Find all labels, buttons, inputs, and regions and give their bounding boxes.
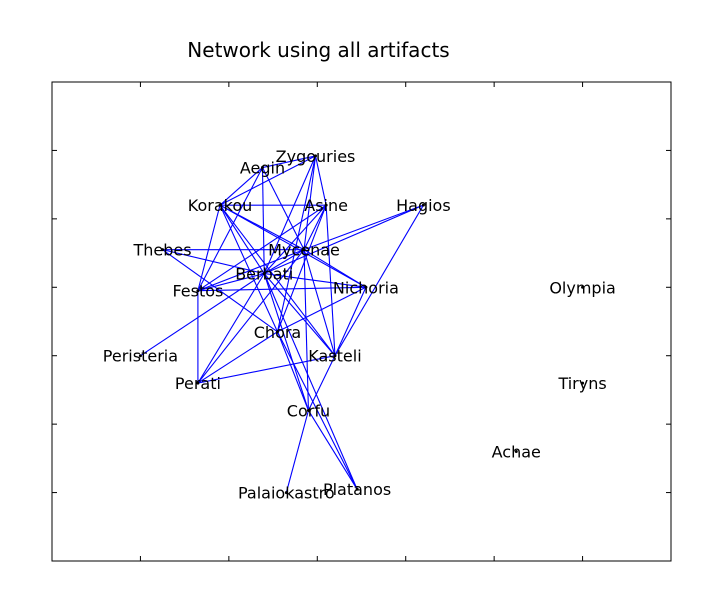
edge-chora-platanos: [277, 331, 358, 490]
edge-berbati-festos: [197, 273, 265, 292]
edge-festos-nichoria: [197, 286, 366, 292]
edge-mycenae-festos: [197, 249, 305, 292]
node-label-zygouries: Zygouries: [276, 147, 356, 166]
node-label-thebes: Thebes: [132, 241, 191, 260]
node-peristeria: [138, 354, 142, 358]
edge-zygouries-chora: [276, 155, 317, 332]
node-label-mycenae: Mycenae: [268, 241, 340, 260]
node-label-asine: Asine: [304, 196, 348, 215]
node-label-korakou: Korakou: [188, 196, 253, 215]
edge-korakou-kasteli: [219, 204, 336, 357]
edge-hagios-mycenae: [303, 204, 424, 251]
edge-berbati-corfu: [263, 273, 309, 411]
edge-asine-festos: [197, 204, 327, 292]
node-perati: [196, 381, 200, 385]
node-zygouries: [314, 154, 318, 158]
chart-title: Network using all artifacts: [187, 38, 450, 62]
node-thebes: [161, 248, 165, 252]
edge-berbati-peristeria: [140, 273, 265, 357]
node-mycenae: [302, 248, 306, 252]
node-label-achae: Achae: [492, 443, 541, 462]
node-achae: [514, 450, 518, 454]
edge-kasteli-perati: [197, 355, 336, 384]
node-label-kasteli: Kasteli: [308, 347, 361, 366]
edge-berbati-kasteli: [263, 273, 336, 357]
edge-korakou-chora: [219, 204, 278, 332]
edge-berbati-perati: [197, 273, 265, 384]
edge-mycenae-corfu: [303, 249, 309, 411]
node-label-hagios: Hagios: [396, 196, 451, 215]
node-palaiokastro: [284, 491, 288, 495]
node-berbati: [262, 272, 266, 276]
edge-berbati-nichoria: [264, 273, 366, 288]
edge-zygouries-berbati: [263, 155, 317, 274]
node-aegin: [260, 166, 264, 170]
edge-aegin-festos: [197, 167, 263, 291]
node-label-perati: Perati: [175, 374, 221, 393]
edge-kasteli-corfu: [307, 355, 336, 411]
node-tiryns: [581, 381, 585, 385]
node-nichoria: [364, 285, 368, 289]
edge-berbati-platanos: [263, 273, 358, 490]
edge-corfu-platanos: [307, 410, 358, 490]
node-corfu: [306, 408, 310, 412]
edge-layer: [140, 155, 424, 493]
edge-corfu-palaiokastro: [285, 410, 309, 493]
node-label-olympia: Olympia: [549, 278, 616, 297]
edge-hagios-berbati: [264, 204, 424, 275]
edge-chora-corfu: [276, 331, 309, 411]
node-platanos: [355, 487, 359, 491]
node-label-festos: Festos: [172, 282, 223, 301]
axis-ticks: [52, 82, 671, 561]
edge-mycenae-nichoria: [303, 249, 367, 288]
node-label-tiryns: Tiryns: [557, 374, 606, 393]
node-label-platanos: Platanos: [323, 480, 391, 499]
edge-thebes-berbati: [162, 249, 265, 275]
edge-korakou-festos: [197, 205, 221, 291]
edge-mycenae-kasteli: [303, 249, 336, 356]
edge-asine-berbati: [263, 204, 327, 274]
node-kasteli: [333, 354, 337, 358]
edge-asine-kasteli: [325, 205, 336, 356]
edge-asine-mycenae: [303, 204, 327, 250]
node-olympia: [581, 285, 585, 289]
edge-korakou-berbati: [219, 204, 265, 274]
edge-mycenae-berbati: [263, 249, 305, 275]
node-chora: [275, 330, 279, 334]
node-label-berbati: Berbati: [235, 265, 293, 284]
edge-nichoria-kasteli: [334, 287, 367, 356]
edge-chora-perati: [197, 331, 278, 384]
plot-frame: [51, 81, 672, 562]
edge-zygouries-korakou: [219, 155, 316, 206]
edge-mycenae-perati: [197, 249, 305, 384]
node-label-aegin: Aegin: [240, 159, 285, 178]
edge-hagios-kasteli: [334, 204, 424, 356]
node-festos: [196, 289, 200, 293]
node-label-peristeria: Peristeria: [103, 347, 178, 366]
edge-nichoria-chora: [277, 286, 367, 333]
edge-asine-chora: [276, 204, 327, 332]
node-label-palaiokastro: Palaiokastro: [238, 484, 335, 503]
edge-zygouries-mycenae: [303, 155, 317, 250]
edge-zygouries-asine: [314, 155, 327, 206]
edge-aegin-berbati: [261, 167, 265, 274]
edge-korakou-nichoria: [219, 204, 367, 288]
node-label-chora: Chora: [254, 323, 301, 342]
edge-zygouries-aegin: [262, 155, 316, 169]
node-label-nichoria: Nichoria: [333, 278, 399, 297]
edge-aegin-korakou: [219, 167, 263, 206]
node-hagios: [421, 203, 425, 207]
node-korakou: [218, 203, 222, 207]
edge-aegin-mycenae: [261, 167, 305, 250]
node-label-corfu: Corfu: [287, 401, 330, 420]
node-asine: [324, 203, 328, 207]
